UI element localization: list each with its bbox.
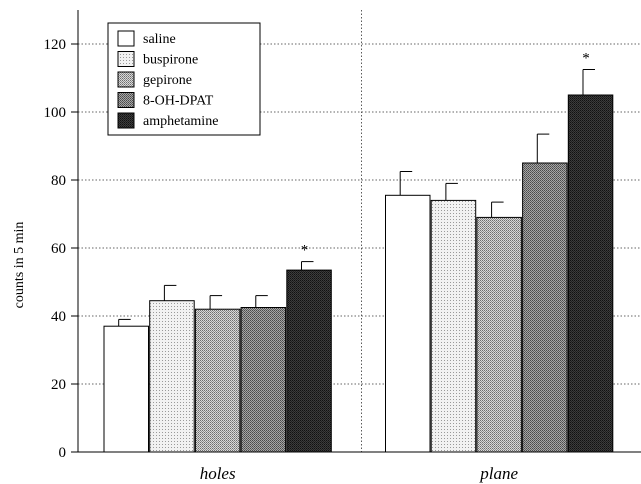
legend-swatch [117,51,135,67]
bar-holes-gepirone [194,308,241,453]
axes [71,10,641,453]
significance-marker: * [582,51,590,67]
bar-plane-8-OH-DPAT [522,162,568,453]
legend-label: gepirone [143,73,192,88]
bar-plane-gepirone [476,216,522,453]
category-label-plane: plane [479,464,518,483]
legend-swatch [117,71,135,88]
legend-swatch [117,92,135,108]
bar-holes-buspirone [149,300,195,453]
legend-label: amphetamine [143,114,218,129]
significance-marker: * [301,243,309,259]
legend-label: 8-OH-DPAT [143,94,214,109]
bar-plane-saline [385,194,431,453]
bars [103,69,614,453]
y-tick-label: 100 [44,105,67,121]
bar-plane-buspirone [430,199,477,453]
legend-swatch [117,112,135,129]
legend-swatch [117,30,135,47]
bar-holes-8-OH-DPAT [240,307,287,453]
y-tick-label: 20 [51,377,66,393]
y-tick-label: 40 [51,309,66,325]
annotations: ** [301,51,590,259]
bar-holes-amphetamine [286,269,332,453]
y-tick-label: 0 [59,445,67,461]
legend: saline buspirone gepirone 8-OH-DPAT amphetam… [107,22,261,136]
bar-holes-saline [103,325,149,453]
y-tick-label: 120 [44,37,67,53]
y-axis-title: counts in 5 min [12,222,27,309]
legend-label: buspirone [143,53,198,68]
y-tick-label: 60 [51,241,66,257]
y-tick-labels: 0 20 40 60 80 100 120 [44,37,67,461]
category-labels: holes plane [200,464,519,483]
bar-plane-amphetamine [567,94,614,453]
category-label-holes: holes [200,464,236,483]
y-tick-label: 80 [51,173,66,189]
legend-label: saline [143,32,176,47]
